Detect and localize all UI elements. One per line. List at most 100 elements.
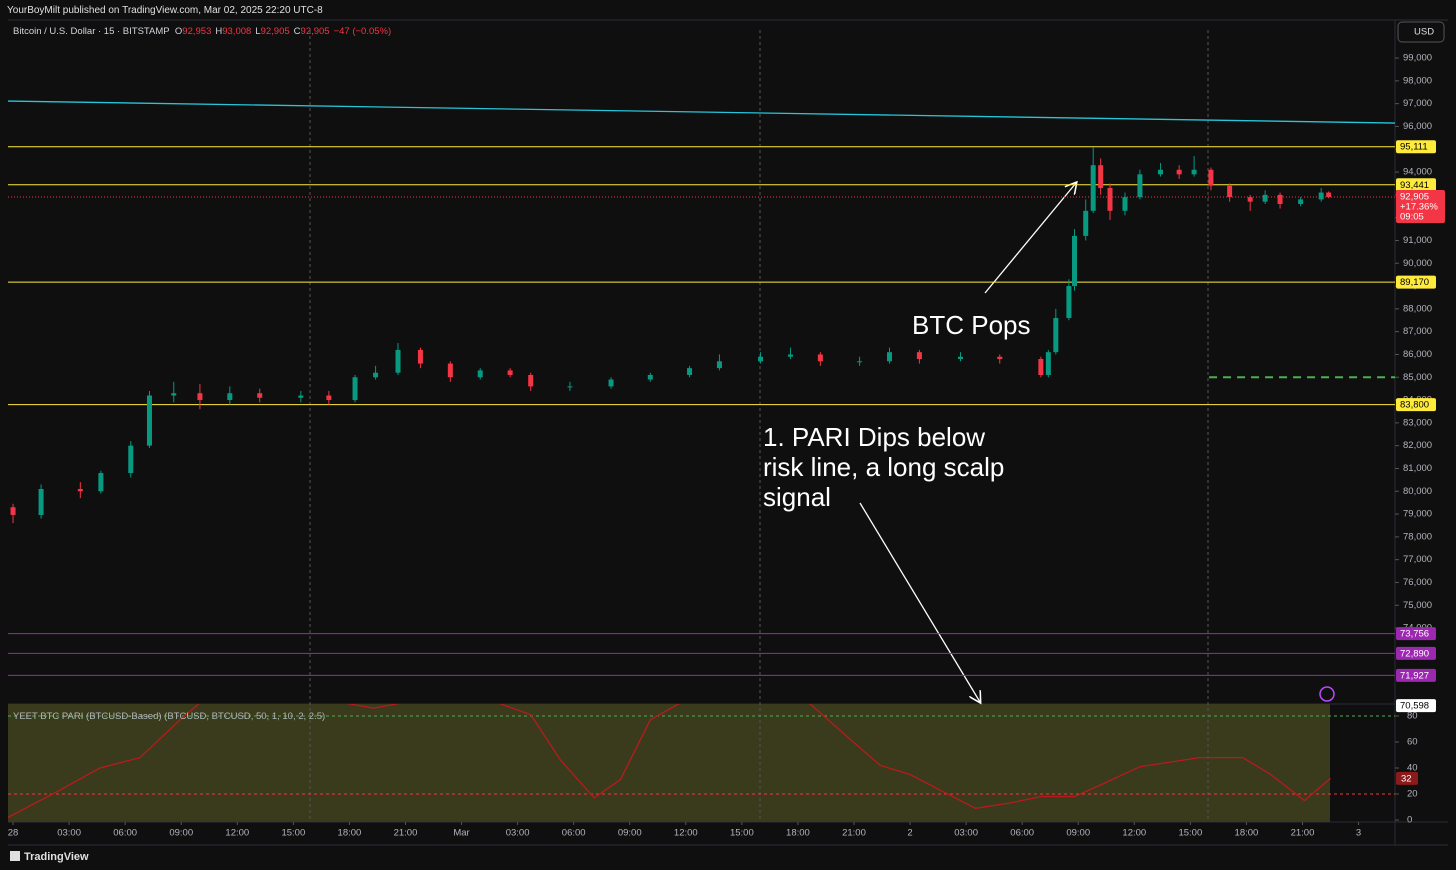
candle-body (958, 356, 964, 360)
y-tick-label: 90,000 (1403, 258, 1432, 269)
x-tick-label: 06:00 (1010, 828, 1034, 839)
candle-body (1083, 210, 1089, 236)
annotation-arrow (984, 183, 1076, 294)
y-tick-label: 76,000 (1403, 577, 1432, 588)
indicator-pane (8, 704, 1395, 818)
y-tick-label: 79,000 (1403, 509, 1432, 520)
candle-body (1038, 359, 1044, 375)
x-tick-label: 03:00 (57, 828, 81, 839)
level-badge-bg (1396, 178, 1436, 192)
candle-body (1107, 188, 1113, 211)
candle-body (997, 356, 1003, 360)
candle-body (608, 379, 614, 387)
trendline (8, 100, 1395, 124)
candle-body (1277, 194, 1283, 204)
currency-label: USD (1414, 27, 1434, 38)
candle-body (298, 395, 304, 398)
candle-body (77, 488, 83, 492)
y-tick-label: 81,000 (1403, 463, 1432, 474)
candle-body (1090, 165, 1096, 211)
y-tick-label: 85,000 (1403, 372, 1432, 383)
candle-body (257, 393, 263, 398)
symbol-line: Bitcoin / U.S. Dollar · 15 · BITSTAMP O9… (13, 26, 395, 37)
candle-body (417, 349, 423, 364)
last-value-badge (1396, 771, 1418, 785)
annotation-arrow (859, 502, 980, 702)
candle-body (98, 473, 104, 492)
candle-body (1157, 169, 1163, 175)
x-tick-label: 09:00 (1066, 828, 1090, 839)
indicator-title: YEET BTC PARI (BTCUSD-Based) (BTCUSD, BT… (13, 711, 326, 722)
y-tick-label: 40 (1407, 763, 1418, 774)
scale-low-badge-bg (1396, 699, 1436, 713)
candle-body (10, 507, 16, 515)
candle-body (128, 445, 134, 474)
level-badge: 93,441 (1400, 180, 1429, 191)
candle-body (817, 354, 823, 362)
x-tick-label: 12:00 (674, 828, 698, 839)
candle-body (758, 356, 764, 362)
candle-body (528, 374, 534, 387)
annotation: BTC Pops (912, 310, 1031, 340)
y-tick-label: 97,000 (1403, 98, 1432, 109)
quote-value: 92,905 (260, 26, 290, 37)
x-tick-label: 18:00 (338, 828, 362, 839)
annotation-line: 1. PARI Dips below (763, 422, 986, 452)
candle-body (326, 395, 332, 401)
x-tick-label: 06:00 (562, 828, 586, 839)
y-tick-label: 80 (1407, 710, 1418, 721)
candle-body (447, 363, 453, 378)
x-tick-label: 3 (1356, 828, 1361, 839)
last-price-label: 92,905 (1400, 192, 1429, 203)
candle-body (227, 393, 233, 401)
candle-body (1098, 165, 1104, 189)
candle-body (1045, 352, 1051, 375)
candle-body (146, 395, 152, 446)
x-tick-label: 12:00 (225, 828, 249, 839)
x-tick-label: 18:00 (1235, 828, 1259, 839)
y-tick-label: 0 (1407, 815, 1412, 826)
x-tick-label: 21:00 (842, 828, 866, 839)
x-tick-label: 09:00 (169, 828, 193, 839)
x-tick-label: 18:00 (786, 828, 810, 839)
candle-body (171, 393, 177, 396)
y-tick-label: 20 (1407, 789, 1418, 800)
y-tick-label: 88,000 (1403, 303, 1432, 314)
y-tick-label: 91,000 (1403, 235, 1432, 246)
y-tick-label: 94,000 (1403, 167, 1432, 178)
x-tick-label: 2 (907, 828, 912, 839)
y-tick-label: 83,000 (1403, 417, 1432, 428)
last-value-label: 32 (1401, 773, 1412, 784)
indicator-line (8, 704, 1331, 818)
candle-body (1262, 194, 1268, 202)
y-tick-label: 60 (1407, 737, 1418, 748)
candle-body (1247, 197, 1253, 202)
x-tick-label: 21:00 (1291, 828, 1315, 839)
candle-body (1066, 286, 1072, 318)
quote-prefix: H (215, 26, 223, 37)
alert-icon[interactable] (1319, 686, 1335, 702)
annotation-line: risk line, a long scalp (763, 452, 1005, 482)
quote-value: 93,008 (222, 26, 252, 37)
quote-prefix: C (293, 26, 301, 37)
y-tick-label: 75,000 (1403, 600, 1432, 611)
candle-body (1176, 169, 1182, 175)
candle-body (1122, 197, 1128, 211)
indicator-background (8, 704, 1330, 822)
candle-body (1318, 192, 1324, 200)
quote-value: 92,905 (300, 26, 330, 37)
candle-body (687, 368, 693, 375)
currency-button[interactable] (1397, 21, 1445, 43)
candle-body (787, 354, 793, 357)
candle-body (857, 361, 863, 363)
brand-logo (10, 851, 20, 861)
level-badge: 71,927 (1400, 670, 1429, 681)
price-pane (8, 100, 1395, 676)
x-tick-label: 03:00 (954, 828, 978, 839)
candle-body (1191, 169, 1197, 175)
session-breaks (309, 30, 1209, 822)
x-tick-label: 15:00 (1178, 828, 1202, 839)
candle-body (647, 374, 653, 380)
candle-body (507, 370, 513, 375)
